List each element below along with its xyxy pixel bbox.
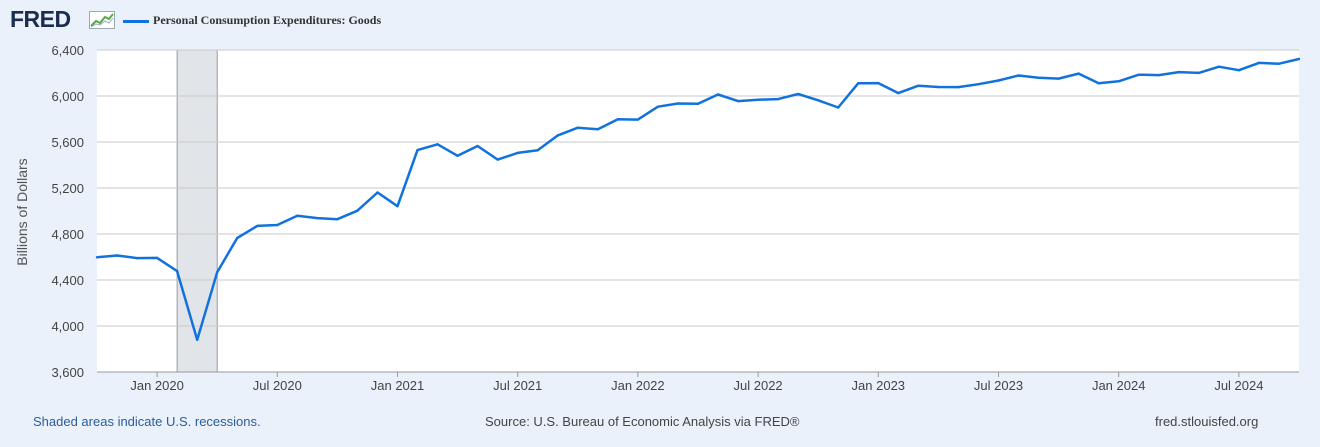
y-tick-label: 4,400 (51, 273, 84, 288)
data-point (316, 216, 319, 220)
data-point (696, 102, 700, 106)
data-point (837, 106, 840, 109)
y-tick-label: 4,800 (51, 227, 84, 242)
y-tick-label: 6,400 (51, 43, 84, 58)
data-point (155, 256, 159, 260)
data-point (756, 98, 760, 101)
y-tick-label: 3,600 (51, 365, 84, 380)
data-point (356, 209, 359, 212)
y-tick-label: 6,000 (51, 89, 84, 104)
data-point (416, 148, 419, 152)
data-point (977, 82, 980, 86)
data-point (95, 256, 99, 259)
data-point (115, 254, 119, 257)
line-chart[interactable]: 3,600 4,000 4,400 4,800 5,200 5,600 6,000 6,400… (0, 0, 1320, 410)
recession-note: Shaded areas indicate U.S. recessions. (33, 414, 261, 429)
data-point (296, 214, 299, 218)
data-point (656, 105, 660, 108)
data-point (456, 154, 459, 157)
y-tick-label: 5,200 (51, 181, 84, 196)
data-point (476, 144, 479, 148)
data-point (336, 217, 339, 221)
data-point (1097, 82, 1100, 85)
x-tick-label: Jul 2021 (493, 378, 542, 393)
x-tick-label: Jan 2023 (852, 378, 906, 393)
data-point (596, 128, 600, 131)
x-tick-label: Jan 2021 (371, 378, 425, 393)
data-point (1277, 62, 1281, 65)
site-link[interactable]: fred.stlouisfed.org (1155, 414, 1259, 429)
data-point (396, 204, 399, 208)
data-point (937, 85, 940, 89)
data-point (716, 93, 720, 96)
data-point (256, 224, 259, 228)
data-point (216, 270, 219, 274)
data-point (1297, 57, 1301, 61)
legend-swatch (123, 20, 149, 23)
data-point (776, 97, 780, 101)
x-tick-label: Jul 2022 (734, 378, 783, 393)
y-tick-label: 4,000 (51, 319, 84, 334)
data-point (576, 126, 579, 129)
data-point (1037, 76, 1040, 80)
data-point (1117, 80, 1120, 83)
data-point (616, 118, 620, 121)
source-note: Source: U.S. Bureau of Economic Analysis… (485, 414, 800, 429)
data-point (857, 82, 860, 85)
data-point (636, 118, 640, 121)
data-point (736, 99, 740, 103)
data-point (1137, 73, 1140, 76)
chart-header: FRED Personal Consumption Expenditures: … (0, 0, 1320, 40)
data-point (957, 85, 960, 89)
data-point (1157, 73, 1160, 77)
x-tick-label: Jul 2024 (1214, 378, 1263, 393)
x-tick-label: Jul 2023 (974, 378, 1023, 393)
data-point (195, 338, 199, 341)
data-point (516, 151, 519, 155)
x-tick-label: Jan 2024 (1092, 378, 1146, 393)
x-tick-label: Jan 2020 (130, 378, 184, 393)
plot-area (97, 50, 1299, 372)
data-point (1237, 69, 1241, 72)
data-point (997, 79, 1000, 82)
data-point (436, 143, 439, 146)
data-point (536, 149, 539, 152)
data-point (276, 223, 279, 227)
fred-logo[interactable]: FRED (10, 6, 71, 32)
y-tick-label: 5,600 (51, 135, 84, 150)
data-point (376, 191, 379, 194)
data-point (1217, 65, 1221, 68)
data-point (877, 81, 880, 85)
line-chart-icon (89, 11, 115, 29)
legend-label: Personal Consumption Expenditures: Goods (153, 13, 382, 27)
data-point (496, 158, 499, 161)
data-point (1257, 61, 1261, 65)
data-point (917, 84, 920, 87)
data-point (796, 92, 800, 96)
data-point (676, 102, 680, 105)
data-point (135, 256, 139, 260)
data-point (175, 269, 179, 273)
data-point (236, 236, 239, 240)
x-tick-label: Jan 2022 (611, 378, 665, 393)
data-point (1017, 74, 1020, 77)
data-point (1057, 77, 1060, 80)
data-point (1197, 71, 1201, 75)
data-point (556, 134, 559, 137)
x-tick-label: Jul 2020 (253, 378, 302, 393)
data-point (817, 99, 820, 102)
data-point (1177, 70, 1181, 74)
data-point (897, 91, 900, 95)
recession-shade (177, 50, 218, 372)
data-point (1077, 72, 1080, 75)
